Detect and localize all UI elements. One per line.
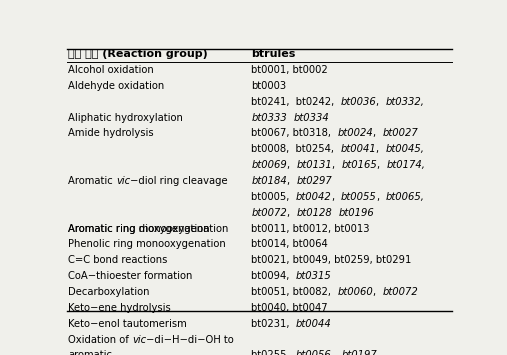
Text: bt0255,: bt0255, xyxy=(251,350,296,355)
Text: ,: , xyxy=(332,350,341,355)
Text: bt0027: bt0027 xyxy=(383,129,418,138)
Text: bt0231,: bt0231, xyxy=(251,319,296,329)
Text: bt0065,: bt0065, xyxy=(386,192,425,202)
Text: bt0067, bt0318,: bt0067, bt0318, xyxy=(251,129,338,138)
Text: bt0042: bt0042 xyxy=(296,192,332,202)
Text: C=C bond reactions: C=C bond reactions xyxy=(68,255,167,265)
Text: bt0051, bt0082,: bt0051, bt0082, xyxy=(251,287,338,297)
Text: bt0008,  bt0254,: bt0008, bt0254, xyxy=(251,144,340,154)
Text: CoA−thioester formation: CoA−thioester formation xyxy=(68,271,193,281)
Text: Oxidation of: Oxidation of xyxy=(68,334,132,345)
Text: Decarboxylation: Decarboxylation xyxy=(68,287,150,297)
Text: bt0005,: bt0005, xyxy=(251,192,296,202)
Text: bt0041: bt0041 xyxy=(340,144,376,154)
Text: bt0334: bt0334 xyxy=(293,113,329,122)
Text: bt0045,: bt0045, xyxy=(385,144,424,154)
Text: bt0174,: bt0174, xyxy=(386,160,425,170)
Text: bt0094,: bt0094, xyxy=(251,271,296,281)
Text: bt0332,: bt0332, xyxy=(386,97,425,107)
Text: bt0072: bt0072 xyxy=(383,287,418,297)
Text: Phenolic ring monooxygenation: Phenolic ring monooxygenation xyxy=(68,239,226,250)
Text: bt0011, bt0012, bt0013: bt0011, bt0012, bt0013 xyxy=(251,224,370,234)
Text: ,: , xyxy=(287,176,296,186)
Text: bt0315: bt0315 xyxy=(296,271,332,281)
Text: bt0069: bt0069 xyxy=(251,160,287,170)
Text: bt0014, bt0064: bt0014, bt0064 xyxy=(251,239,328,250)
Text: bt0055: bt0055 xyxy=(341,192,377,202)
Text: bt0072: bt0072 xyxy=(251,208,287,218)
Text: Aldehyde oxidation: Aldehyde oxidation xyxy=(68,81,164,91)
Text: Keto−enol tautomerism: Keto−enol tautomerism xyxy=(68,319,187,329)
Text: bt0333: bt0333 xyxy=(251,113,287,122)
Text: aromatic: aromatic xyxy=(68,350,112,355)
Text: bt0131: bt0131 xyxy=(296,160,332,170)
Text: Amide hydrolysis: Amide hydrolysis xyxy=(68,129,154,138)
Text: ,: , xyxy=(287,208,296,218)
Text: bt0001, bt0002: bt0001, bt0002 xyxy=(251,65,328,75)
Text: bt0241,  bt0242,: bt0241, bt0242, xyxy=(251,97,341,107)
Text: vic: vic xyxy=(116,176,130,186)
Text: bt0021, bt0049, bt0259, bt0291: bt0021, bt0049, bt0259, bt0291 xyxy=(251,255,412,265)
Text: ,: , xyxy=(332,192,341,202)
Text: −diol ring cleavage: −diol ring cleavage xyxy=(130,176,228,186)
Text: bt0297: bt0297 xyxy=(296,176,332,186)
Text: bt0056: bt0056 xyxy=(296,350,332,355)
Text: ,: , xyxy=(373,129,383,138)
Text: bt0044: bt0044 xyxy=(296,319,332,329)
Text: vic: vic xyxy=(132,334,146,345)
Text: ,: , xyxy=(376,144,385,154)
Text: btrules: btrules xyxy=(251,49,296,59)
Text: Aromatic ring dioxygenation: Aromatic ring dioxygenation xyxy=(68,224,210,234)
Text: bt0060: bt0060 xyxy=(338,287,373,297)
Text: Alcohol oxidation: Alcohol oxidation xyxy=(68,65,154,75)
Text: ,: , xyxy=(287,160,296,170)
Text: ,: , xyxy=(376,97,386,107)
Text: ,: , xyxy=(377,160,386,170)
Text: ,: , xyxy=(377,192,386,202)
Text: Aromatic: Aromatic xyxy=(68,176,116,186)
Text: bt0036: bt0036 xyxy=(341,97,376,107)
Text: bt0196: bt0196 xyxy=(338,208,374,218)
Text: Aliphatic hydroxylation: Aliphatic hydroxylation xyxy=(68,113,183,122)
Text: bt0024: bt0024 xyxy=(338,129,373,138)
Text: bt0128: bt0128 xyxy=(296,208,332,218)
Text: bt0184: bt0184 xyxy=(251,176,287,186)
Text: ,: , xyxy=(373,287,383,297)
Text: bt0165: bt0165 xyxy=(341,160,377,170)
Text: bt0197: bt0197 xyxy=(341,350,377,355)
Text: −di−H−di−OH to: −di−H−di−OH to xyxy=(146,334,234,345)
Text: Keto−ene hydrolysis: Keto−ene hydrolysis xyxy=(68,303,171,313)
Text: bt0003: bt0003 xyxy=(251,81,286,91)
Text: bt0040, bt0047: bt0040, bt0047 xyxy=(251,303,328,313)
Text: Aromatic ring monooxygenation: Aromatic ring monooxygenation xyxy=(68,224,229,234)
Text: ,: , xyxy=(332,160,341,170)
Text: 반응 그룹 (Reaction group): 반응 그룹 (Reaction group) xyxy=(68,49,208,59)
